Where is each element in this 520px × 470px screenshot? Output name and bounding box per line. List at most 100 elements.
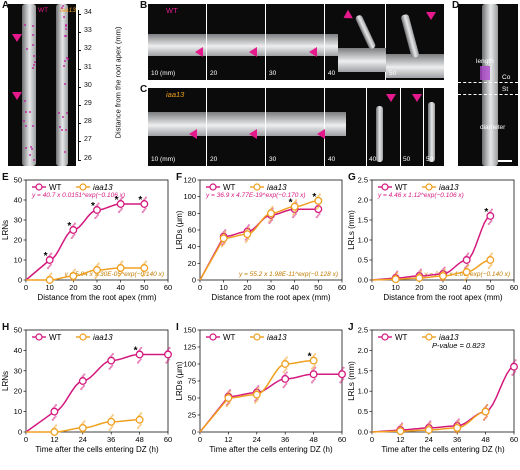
significance-star: *	[115, 195, 119, 206]
replicate-point	[97, 263, 99, 265]
legend-iaa13-marker	[426, 334, 432, 340]
y-tick-label: 100	[183, 192, 196, 201]
mean-marker	[282, 361, 289, 368]
x-tick-label: 40	[116, 283, 124, 292]
mean-marker	[117, 265, 124, 272]
replicate-point	[271, 217, 273, 219]
y-tick-label: 50	[14, 176, 22, 185]
legend-iaa13-marker	[254, 334, 260, 340]
replicate-point	[54, 415, 56, 417]
mean-marker	[108, 357, 115, 364]
replicate-point	[342, 378, 344, 380]
x-tick-label: 0	[198, 435, 202, 444]
replicate-point	[514, 371, 516, 373]
x-tick-label: 12	[396, 435, 404, 444]
mean-marker	[80, 378, 87, 385]
x-tick-label: 30	[93, 283, 101, 292]
x-tick-label: 36	[453, 435, 461, 444]
x-tick-label: 60	[338, 283, 346, 292]
legend-iaa13-marker	[80, 334, 86, 340]
legend-iaa13-label: iaa13	[267, 183, 287, 192]
legend-wt-marker	[36, 334, 42, 340]
significance-star: *	[312, 192, 316, 203]
replicate-point	[140, 424, 142, 426]
y-tick-label: 2.5	[358, 176, 368, 185]
y-tick-label: 2.5	[358, 326, 368, 335]
mean-marker	[339, 371, 346, 378]
y-axis-label: LRNs	[1, 220, 10, 240]
replicate-point	[50, 264, 52, 266]
legend-wt-marker	[382, 334, 388, 340]
replicate-point	[314, 378, 316, 380]
replicate-point	[257, 385, 259, 387]
significance-star: *	[44, 251, 48, 262]
replicate-point	[248, 227, 250, 229]
significance-star: *	[91, 201, 95, 212]
replicate-point	[145, 197, 147, 199]
replicate-point	[286, 371, 288, 373]
x-tick-label: 60	[164, 283, 172, 292]
y-tick-label: 20	[188, 259, 196, 268]
legend-wt-label: WT	[223, 333, 236, 342]
replicate-point	[168, 358, 170, 360]
x-axis-label: Time after the cells entering DZ (h)	[35, 445, 159, 454]
x-tick-label: 60	[338, 435, 346, 444]
replicate-point	[140, 347, 142, 349]
x-tick-label: 0	[24, 283, 28, 292]
y-tick-label: 50	[14, 326, 22, 335]
replicate-point	[111, 364, 113, 366]
y-tick-label: 2.0	[358, 196, 368, 205]
replicate-point	[224, 242, 226, 244]
replicate-point	[121, 261, 123, 263]
replicate-point	[429, 420, 431, 422]
replicate-point	[121, 208, 123, 210]
y-axis-label: LRNs	[1, 371, 10, 391]
fit-curve	[200, 201, 318, 280]
x-tick-label: 24	[425, 435, 433, 444]
replicate-point	[247, 238, 249, 240]
y-tick-label: 75	[188, 377, 196, 386]
mean-marker	[397, 428, 404, 435]
mean-marker	[51, 408, 58, 415]
replicate-point	[429, 422, 431, 424]
x-tick-label: 48	[309, 435, 317, 444]
mean-marker	[463, 257, 470, 264]
legend-wt-label: WT	[49, 183, 62, 192]
y-tick-label: 150	[183, 326, 196, 335]
legend-wt-label: WT	[395, 333, 408, 342]
replicate-point	[443, 267, 445, 269]
y-tick-label: 0.5	[358, 256, 368, 265]
x-tick-label: 10	[391, 283, 399, 292]
replicate-point	[144, 272, 146, 274]
replicate-point	[342, 367, 344, 369]
x-axis-label: Time after the cells entering DZ (h)	[209, 445, 333, 454]
mean-marker	[220, 235, 227, 242]
x-tick-label: 20	[415, 283, 423, 292]
mean-marker	[244, 231, 251, 238]
mean-marker	[94, 267, 101, 274]
y-tick-label: 25	[188, 411, 196, 420]
y-tick-label: 10	[14, 256, 22, 265]
y-tick-label: 120	[183, 176, 196, 185]
y-tick-label: 40	[188, 242, 196, 251]
chart-frame	[200, 330, 342, 432]
mean-marker	[511, 363, 518, 370]
x-tick-label: 12	[224, 435, 232, 444]
legend-wt-marker	[210, 334, 216, 340]
replicate-point	[248, 224, 250, 226]
legend-iaa13-label: iaa13	[93, 183, 113, 192]
x-tick-label: 60	[510, 435, 518, 444]
y-tick-label: 40	[14, 196, 22, 205]
replicate-point	[467, 276, 469, 278]
mean-marker	[282, 376, 289, 383]
y-tick-label: 1.5	[358, 216, 368, 225]
x-tick-label: 60	[164, 435, 172, 444]
legend-iaa13-label: iaa13	[439, 183, 459, 192]
mean-marker	[141, 265, 148, 272]
y-tick-label: 30	[14, 366, 22, 375]
x-tick-label: 30	[267, 283, 275, 292]
replicate-point	[286, 356, 288, 358]
replicate-point	[111, 426, 113, 428]
replicate-point	[285, 368, 287, 370]
